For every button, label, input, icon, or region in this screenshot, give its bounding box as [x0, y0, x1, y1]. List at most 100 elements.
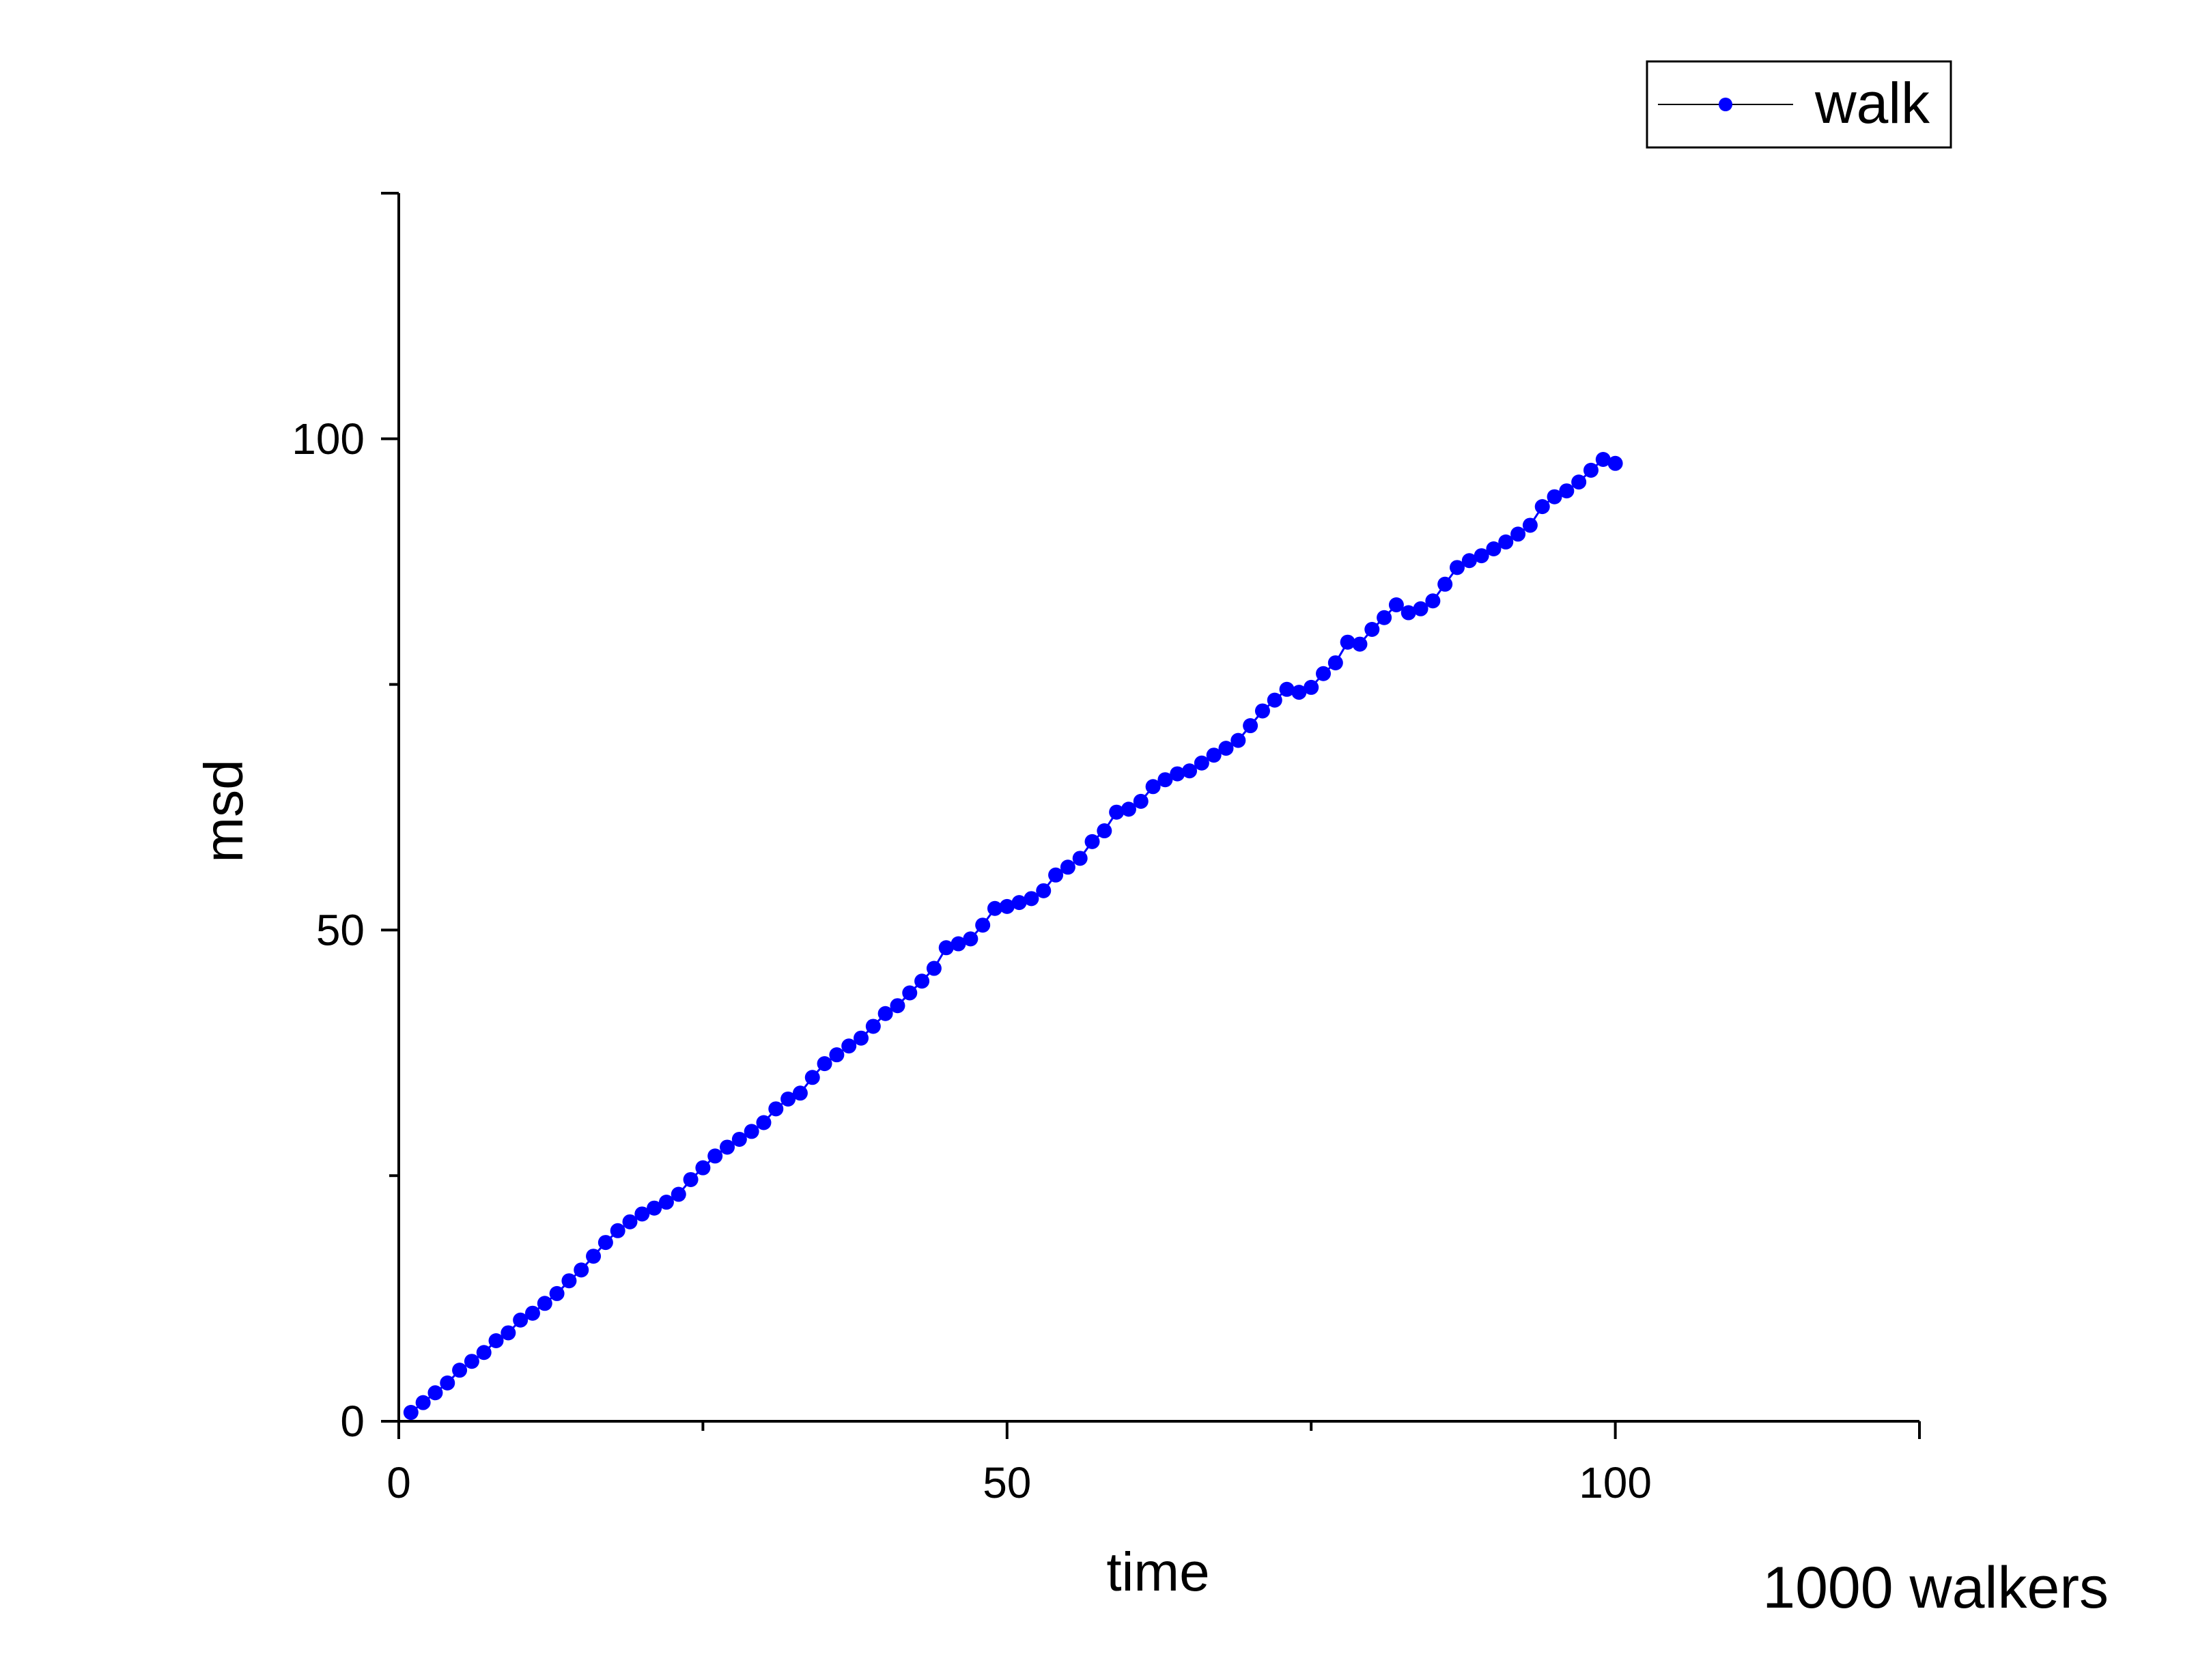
data-point [987, 900, 1002, 916]
data-point [647, 1200, 662, 1216]
data-point [1304, 679, 1319, 695]
data-point [1571, 474, 1587, 490]
data-point [1400, 605, 1416, 621]
data-point [1388, 597, 1404, 613]
data-point [415, 1395, 431, 1410]
data-point [926, 960, 942, 976]
data-point [756, 1115, 772, 1130]
axes [397, 193, 1919, 1423]
data-point [902, 985, 918, 1001]
data-point [1364, 622, 1380, 638]
data-point [549, 1285, 565, 1301]
data-point [1121, 801, 1136, 817]
data-point [488, 1333, 504, 1348]
data-point [1327, 655, 1343, 670]
data-point [1206, 748, 1222, 763]
data-point [1607, 455, 1623, 471]
data-point [768, 1101, 784, 1117]
data-point [1316, 666, 1332, 681]
data-point [586, 1249, 602, 1264]
data-point [999, 898, 1015, 914]
data-point [610, 1223, 625, 1238]
data-point [658, 1195, 674, 1210]
data-point [865, 1019, 881, 1034]
data-point [1437, 576, 1453, 592]
data-point [792, 1085, 808, 1101]
data-point [951, 936, 966, 952]
data-point [975, 917, 991, 933]
legend-label: walk [1814, 71, 1930, 135]
data-point [890, 998, 905, 1014]
data-point [1194, 755, 1209, 771]
data-point [1072, 851, 1088, 866]
data-point [695, 1160, 711, 1176]
data-point [634, 1206, 650, 1222]
data-point [622, 1214, 638, 1229]
data-point [804, 1070, 820, 1085]
walkers-annotation: 1000 walkers [1762, 1555, 2109, 1621]
series-walk [403, 452, 1623, 1421]
x-tick-label: 0 [386, 1458, 411, 1507]
data-point [1595, 452, 1611, 468]
data-point [1157, 772, 1173, 788]
y-tick-label: 50 [316, 905, 365, 954]
data-point [427, 1385, 443, 1401]
data-point [744, 1124, 759, 1139]
data-point [683, 1171, 699, 1187]
data-point [1291, 685, 1307, 700]
data-point [537, 1296, 552, 1311]
y-axis-label: msd [193, 759, 254, 862]
data-point [720, 1139, 735, 1155]
data-point [1486, 541, 1502, 556]
data-point [854, 1030, 869, 1046]
data-point [501, 1325, 516, 1341]
data-point [1254, 703, 1270, 719]
data-point [1084, 834, 1100, 849]
data-point [963, 931, 979, 947]
legend[interactable]: walk [1646, 60, 1952, 149]
data-point [1109, 804, 1125, 820]
data-point [452, 1363, 468, 1378]
data-point [671, 1186, 686, 1202]
data-point [1510, 526, 1526, 542]
data-point [841, 1038, 857, 1054]
data-point [513, 1312, 529, 1328]
data-point [1218, 741, 1234, 756]
data-point [1243, 718, 1258, 734]
data-point [1559, 483, 1575, 499]
data-point [914, 973, 930, 989]
data-point [1449, 560, 1465, 575]
data-point [464, 1354, 479, 1369]
x-axis-label: time [1106, 1541, 1209, 1602]
data-point [1182, 763, 1198, 779]
data-point [597, 1235, 613, 1251]
data-point [1352, 636, 1368, 652]
data-point [1097, 823, 1112, 839]
data-point [1522, 517, 1538, 533]
data-point [561, 1273, 577, 1289]
data-point [1036, 883, 1052, 898]
data-point [731, 1131, 747, 1147]
y-tick-label: 0 [340, 1397, 365, 1446]
data-point [1011, 895, 1027, 911]
x-tick-label: 100 [1579, 1458, 1652, 1507]
data-point [1474, 548, 1489, 564]
data-point [1413, 601, 1428, 616]
data-point [524, 1305, 540, 1321]
data-point [1230, 732, 1246, 748]
data-point [829, 1047, 845, 1063]
data-point [1145, 779, 1161, 795]
data-point [1425, 593, 1441, 609]
data-point [476, 1345, 492, 1361]
data-point [1267, 692, 1282, 708]
data-point [1279, 681, 1295, 697]
data-point [440, 1375, 455, 1391]
x-tick-label: 50 [983, 1458, 1031, 1507]
y-tick-label: 100 [292, 414, 365, 464]
data-point [403, 1405, 419, 1421]
data-point [1048, 867, 1064, 883]
data-point [574, 1262, 589, 1278]
data-point [707, 1148, 723, 1164]
data-point [1547, 489, 1562, 504]
